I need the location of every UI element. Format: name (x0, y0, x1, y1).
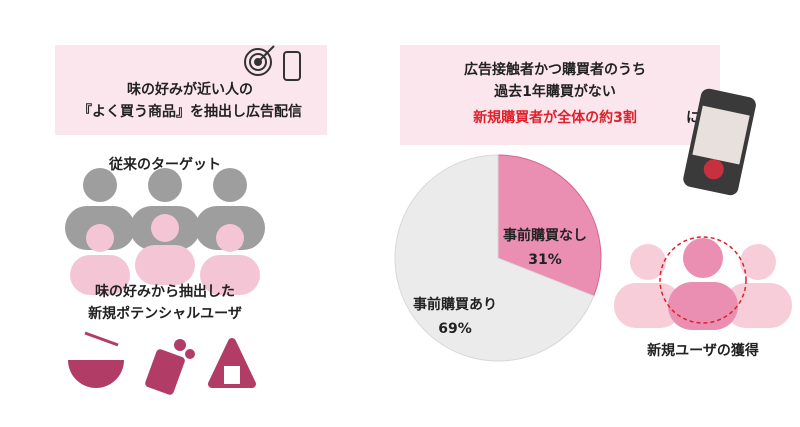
user-people (614, 236, 792, 330)
slice-label: 事前購買なし (503, 227, 587, 244)
new-users-label: 新規ユーザの獲得 (647, 342, 759, 359)
headline-box (55, 45, 327, 135)
headline-box (400, 45, 720, 145)
target-icon (244, 45, 275, 76)
slice-label: 事前購買あり (413, 296, 497, 313)
phone-icon (283, 51, 301, 81)
pie-slice (497, 154, 602, 297)
food-icons (68, 331, 256, 395)
new-target-label: 味の好みから抽出した (95, 283, 235, 300)
slice-value: 31% (528, 252, 562, 268)
current-target-label: 従来のターゲット (108, 156, 221, 173)
pie-slice (394, 154, 595, 362)
pie-chart: 事前購買なし 31% 事前購買あり 69% (394, 154, 602, 362)
new-target-label: 新規ポテンシャルユーザ (88, 305, 242, 322)
right-headline: 広告接触者かつ購買者のうち (464, 61, 646, 78)
left-headline: 味の好みが近い人の (127, 81, 253, 98)
highlight: 新規購買者が全体の約3割 (473, 109, 637, 126)
right-headline: 過去1年購買がない (493, 83, 616, 100)
slice-value: 69% (438, 321, 472, 337)
left-headline: 『よく買う商品』を抽出し広告配信 (78, 103, 302, 120)
pink-people (70, 214, 260, 295)
gray-people (65, 168, 265, 250)
can-image (683, 88, 756, 196)
